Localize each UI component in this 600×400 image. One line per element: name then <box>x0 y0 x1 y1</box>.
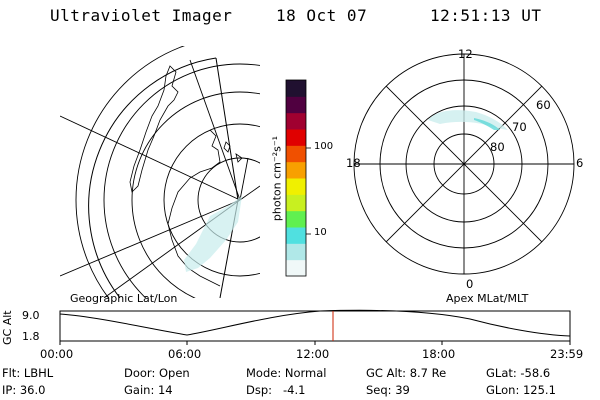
coastline-new-zealand <box>129 65 179 193</box>
time-tick-label: 18:00 <box>422 347 456 361</box>
altitude-curve <box>59 309 571 337</box>
aurora-bright-band <box>474 118 500 130</box>
colorbar-cell <box>286 259 306 277</box>
time-tick-label: 00:00 <box>40 347 74 361</box>
geographic-map <box>60 46 260 298</box>
observation-date: 18 Oct 07 <box>276 6 368 25</box>
mlat-label-80: 80 <box>490 140 505 154</box>
instrument-title: Ultraviolet Imager <box>50 6 233 25</box>
colorbar-cell <box>286 194 306 212</box>
seq-info: Seq: 39 <box>366 383 410 397</box>
glon-info: GLon: 125.1 <box>486 383 556 397</box>
dsp-info: Dsp: -4.1 <box>246 383 306 397</box>
altitude-timeline: GC Alt 9.0 1.8 <box>1 309 571 345</box>
meridian <box>239 185 260 201</box>
mlat-label-70: 70 <box>512 120 527 134</box>
polar-grid <box>353 53 575 275</box>
geo-caption: Geographic Lat/Lon <box>70 292 178 305</box>
lat-circle <box>103 63 260 298</box>
coastline-island <box>223 141 231 153</box>
lat-circle <box>163 123 260 277</box>
gain-info: Gain: 14 <box>124 383 173 397</box>
time-tick-label: 12:00 <box>296 347 330 361</box>
colorbar-cell <box>286 210 306 228</box>
colorbar-cell <box>286 112 306 130</box>
view-edge <box>215 57 239 201</box>
aurora-patch <box>184 196 242 272</box>
observation-time: 12:51:13 UT <box>430 6 542 25</box>
colorbar-tick-label: 10 <box>314 227 327 238</box>
colorbar-cell <box>286 129 306 146</box>
mlt-label-6: 6 <box>576 156 584 170</box>
colorbar-cell <box>286 161 306 179</box>
globe-limb <box>88 57 217 298</box>
meridian <box>239 157 249 201</box>
mlt-diagonal <box>385 85 543 243</box>
colorbar-cell <box>286 145 306 163</box>
colorbar-tick-label: 100 <box>314 141 334 152</box>
coastline-island <box>235 153 243 163</box>
mlt-label-18: 18 <box>346 156 361 170</box>
colorbar-unit-label: photon cm⁻²s⁻¹ <box>270 135 284 222</box>
colorbar-graphic <box>285 79 311 277</box>
meridian <box>189 59 241 201</box>
colorbar-cell <box>286 227 306 244</box>
gc-alt-info: GC Alt: 8.7 Re <box>366 366 447 380</box>
colorbar-cell <box>286 243 306 261</box>
mode-info: Mode: Normal <box>246 366 327 380</box>
colorbar-cell <box>286 80 306 97</box>
meridian <box>60 199 241 277</box>
time-tick-label: 06:00 <box>168 347 202 361</box>
colorbar-cell <box>286 96 306 114</box>
colorbar-cell <box>286 178 306 195</box>
time-tick-label: 23:59 <box>550 347 584 361</box>
lat-circle <box>197 157 260 243</box>
polar-caption: Apex MLat/MLT <box>446 292 529 305</box>
ip-info: IP: 36.0 <box>2 383 46 397</box>
altitude-tick-low: 1.8 <box>22 330 40 343</box>
filter-info: Flt: LBHL <box>2 366 54 380</box>
door-info: Door: Open <box>124 366 190 380</box>
mlt-label-12: 12 <box>458 47 473 61</box>
glat-info: GLat: -58.6 <box>486 366 551 380</box>
altitude-tick-high: 9.0 <box>22 309 40 322</box>
colorbar: 100 10 photon cm⁻²s⁻¹ <box>268 78 348 278</box>
coastline-antarctica <box>167 129 221 287</box>
altitude-axis-label: GC Alt <box>1 310 14 345</box>
polar-plot: 12 0 18 6 60 70 80 <box>340 46 600 298</box>
lat-circle <box>75 46 186 298</box>
meridian <box>60 115 241 201</box>
mlat-label-60: 60 <box>536 98 551 112</box>
mlt-label-0: 0 <box>466 277 474 291</box>
lat-circle <box>131 91 260 298</box>
